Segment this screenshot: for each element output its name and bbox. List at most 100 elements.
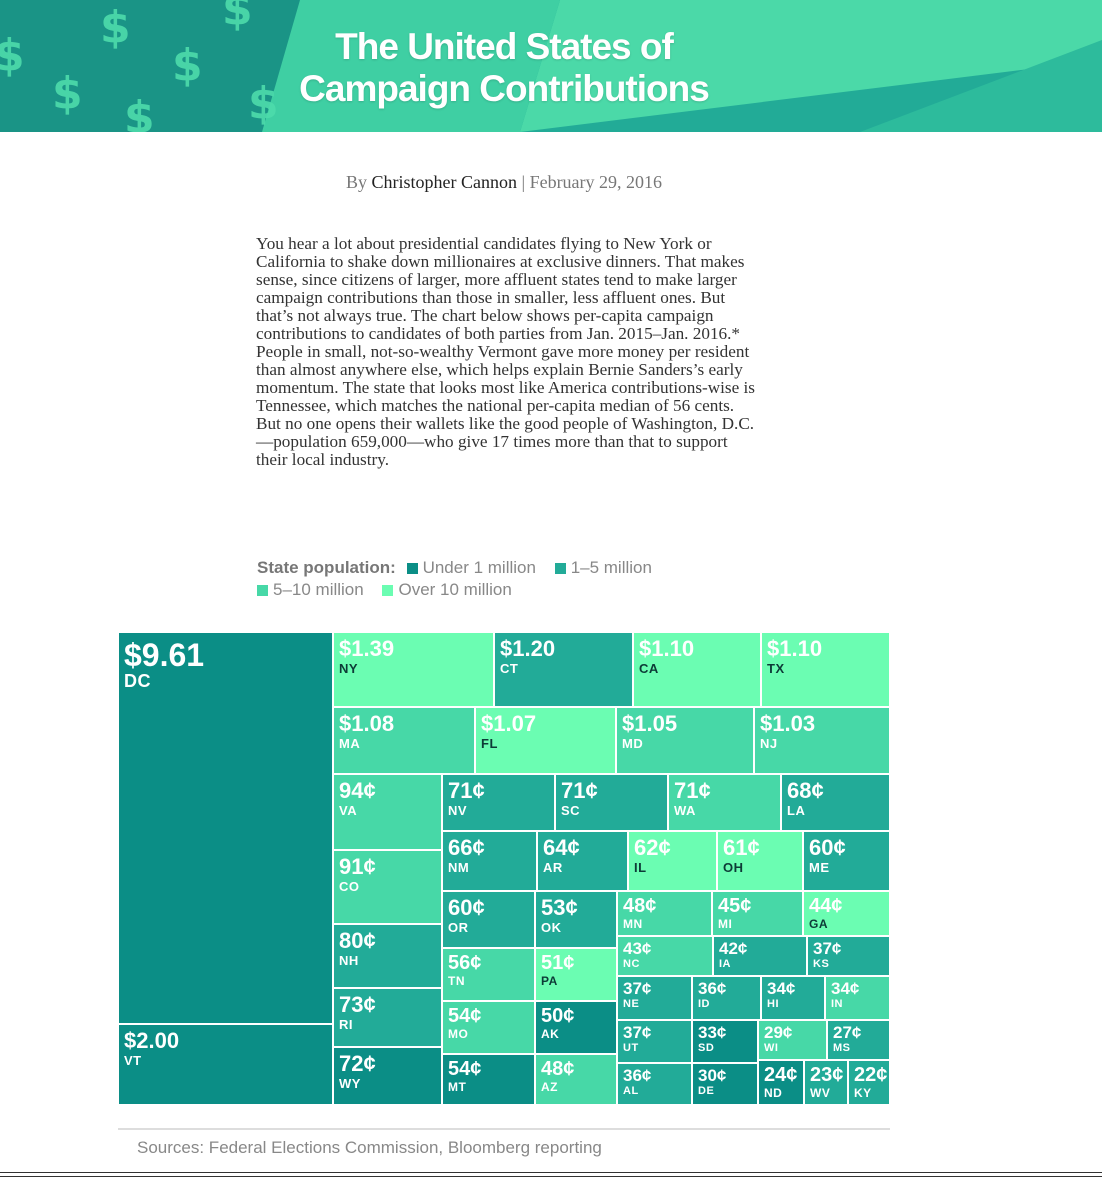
treemap-cell-la[interactable]: 68¢ LA <box>781 774 890 831</box>
treemap-cell-id[interactable]: 36¢ ID <box>692 976 761 1020</box>
intro-paragraph: You hear a lot about presidential candid… <box>256 234 755 469</box>
treemap-cell-ky[interactable]: 22¢ KY <box>848 1060 890 1105</box>
cell-state-label: WA <box>674 803 696 818</box>
cell-state-label: DE <box>698 1085 715 1097</box>
treemap-cell-ga[interactable]: 44¢ GA <box>803 891 890 936</box>
treemap-cell-ma[interactable]: $1.08 MA <box>333 707 475 774</box>
treemap-cell-ri[interactable]: 73¢ RI <box>333 988 442 1047</box>
cell-value-label: $1.10 <box>767 636 823 661</box>
treemap-cell-co[interactable]: 91¢ CO <box>333 850 442 924</box>
treemap-cell-nj[interactable]: $1.03 NJ <box>754 707 890 774</box>
treemap-cell-sc[interactable]: 71¢ SC <box>555 774 668 831</box>
treemap-cell-ia[interactable]: 42¢ IA <box>713 936 807 976</box>
treemap-cell-ar[interactable]: 64¢ AR <box>537 831 628 891</box>
byline-author[interactable]: Christopher Cannon <box>371 172 517 192</box>
treemap-cell-or[interactable]: 60¢ OR <box>442 891 535 948</box>
cell-state-label: CT <box>500 661 519 676</box>
treemap-cell-ut[interactable]: 37¢ UT <box>617 1020 692 1063</box>
treemap-cell-dc[interactable]: $9.61 DC <box>118 632 333 1024</box>
legend-label: State population: <box>257 558 396 577</box>
dollar-sign-icons: $ $ $ $ $ $ $ <box>0 0 279 132</box>
treemap-cell-mn[interactable]: 48¢ MN <box>617 891 712 936</box>
treemap-cell-nv[interactable]: 71¢ NV <box>442 774 555 831</box>
cell-value-label: 36¢ <box>698 979 727 998</box>
cell-value-label: $1.39 <box>339 636 395 661</box>
treemap-cell-tx[interactable]: $1.10 TX <box>761 632 890 707</box>
treemap-cell-nc[interactable]: 43¢ NC <box>617 936 713 976</box>
treemap-cell-mo[interactable]: 54¢ MO <box>442 1001 535 1054</box>
treemap-cell-ny[interactable]: $1.39 NY <box>333 632 494 707</box>
treemap-cell-wa[interactable]: 71¢ WA <box>668 774 781 831</box>
cell-value-label: $1.05 <box>622 711 678 736</box>
svg-text:$: $ <box>172 40 203 91</box>
treemap-cell-hi[interactable]: 34¢ HI <box>761 976 825 1020</box>
cell-state-label: DC <box>124 671 151 691</box>
cell-value-label: 33¢ <box>698 1023 727 1042</box>
cell-value-label: 44¢ <box>809 895 843 917</box>
treemap-cell-az[interactable]: 48¢ AZ <box>535 1054 617 1105</box>
treemap-cell-ne[interactable]: 37¢ NE <box>617 976 692 1020</box>
treemap-cell-me[interactable]: 60¢ ME <box>803 831 890 891</box>
treemap-cell-sd[interactable]: 33¢ SD <box>692 1020 758 1063</box>
treemap-cell-tn[interactable]: 56¢ TN <box>442 948 535 1001</box>
legend-swatch <box>554 563 566 574</box>
treemap-cell-vt[interactable]: $2.00 VT <box>118 1024 333 1105</box>
cell-state-label: AR <box>543 860 563 875</box>
treemap-cell-wv[interactable]: 23¢ WV <box>804 1060 848 1105</box>
treemap-cell-mt[interactable]: 54¢ MT <box>442 1054 535 1105</box>
legend-item-label: Under 1 million <box>422 558 536 577</box>
treemap-cell-wi[interactable]: 29¢ WI <box>758 1020 827 1060</box>
cell-state-label: MI <box>718 917 733 931</box>
cell-value-label: 36¢ <box>623 1066 652 1085</box>
treemap-cell-ks[interactable]: 37¢ KS <box>807 936 890 976</box>
cell-state-label: IN <box>831 998 843 1010</box>
cell-state-label: TX <box>767 661 785 676</box>
cell-state-label: MO <box>448 1027 469 1041</box>
cell-value-label: 23¢ <box>810 1064 844 1086</box>
treemap-cell-nm[interactable]: 66¢ NM <box>442 831 537 891</box>
cell-state-label: MS <box>833 1042 851 1054</box>
treemap-cell-pa[interactable]: 51¢ PA <box>535 948 617 1001</box>
treemap-cell-ok[interactable]: 53¢ OK <box>535 891 617 948</box>
cell-state-label: OK <box>541 920 562 935</box>
cell-state-label: MT <box>448 1080 467 1094</box>
treemap-cell-wy[interactable]: 72¢ WY <box>333 1047 442 1105</box>
treemap-cell-il[interactable]: 62¢ IL <box>628 831 717 891</box>
cell-value-label: 34¢ <box>767 979 796 998</box>
treemap-cell-mi[interactable]: 45¢ MI <box>712 891 803 936</box>
treemap-chart: $9.61 DC $2.00 VT $1.39 NY $1.20 CT $1.10 CA $1.10… <box>118 632 890 1106</box>
treemap-cell-nh[interactable]: 80¢ NH <box>333 924 442 988</box>
cell-state-label: IA <box>719 958 731 970</box>
treemap-cell-in[interactable]: 34¢ IN <box>825 976 890 1020</box>
legend-item-over-10m: Over 10 million <box>382 580 512 599</box>
treemap-cell-oh[interactable]: 61¢ OH <box>717 831 803 891</box>
legend-item-label: 1–5 million <box>570 558 652 577</box>
cell-state-label: CO <box>339 879 360 894</box>
cell-value-label: 34¢ <box>831 979 860 998</box>
cell-value-label: $1.20 <box>500 636 556 661</box>
treemap-cell-al[interactable]: 36¢ AL <box>617 1063 692 1105</box>
cell-state-label: RI <box>339 1017 353 1032</box>
treemap-cell-va[interactable]: 94¢ VA <box>333 774 442 850</box>
treemap-cell-ct[interactable]: $1.20 CT <box>494 632 633 707</box>
treemap-cell-md[interactable]: $1.05 MD <box>616 707 754 774</box>
cell-state-label: NH <box>339 953 359 968</box>
treemap-cell-ak[interactable]: 50¢ AK <box>535 1001 617 1054</box>
cell-value-label: 51¢ <box>541 952 575 974</box>
page-title: The United States of Campaign Contributi… <box>0 26 1008 110</box>
treemap-cell-nd[interactable]: 24¢ ND <box>758 1060 804 1105</box>
treemap-cell-fl[interactable]: $1.07 FL <box>475 707 616 774</box>
cell-value-label: 42¢ <box>719 939 748 958</box>
treemap-cell-ca[interactable]: $1.10 CA <box>633 632 761 707</box>
cell-state-label: CA <box>639 661 659 676</box>
cell-value-label: 71¢ <box>561 778 598 803</box>
legend-item-label: Over 10 million <box>398 580 512 599</box>
cell-value-label: 94¢ <box>339 778 376 803</box>
cell-state-label: VT <box>124 1053 142 1068</box>
cell-state-label: AK <box>541 1027 560 1041</box>
treemap-cell-ms[interactable]: 27¢ MS <box>827 1020 890 1060</box>
cell-state-label: PA <box>541 974 558 988</box>
cell-value-label: 48¢ <box>623 895 657 917</box>
cell-value-label: 43¢ <box>623 939 652 958</box>
treemap-cell-de[interactable]: 30¢ DE <box>692 1063 758 1105</box>
